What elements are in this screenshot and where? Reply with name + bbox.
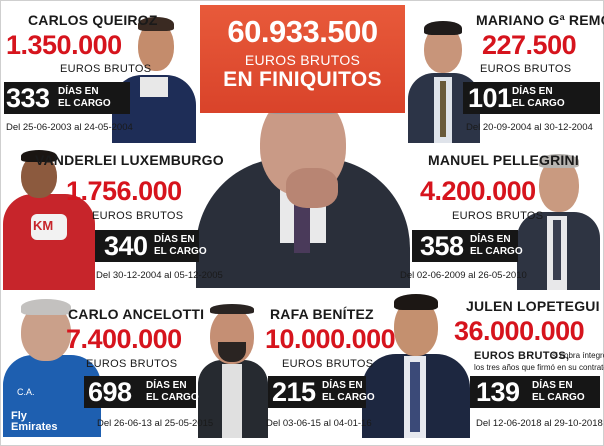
days-label-line1: DÍAS EN <box>58 86 99 97</box>
coach-name: CARLO ANCELOTTI <box>68 306 205 322</box>
days-label-line2: EL CARGO <box>512 98 565 109</box>
total-amount: 60.933.500 <box>227 14 378 49</box>
days-label: DÍAS EN EL CARGO <box>470 234 523 258</box>
coach-amount: 7.400.000 <box>66 324 182 354</box>
coach-name: VANDERLEI LUXEMBURGO <box>35 152 224 168</box>
coach-dates: Del 02-06-2009 al 26-05-2010 <box>400 270 527 281</box>
days-label-line1: DÍAS EN <box>512 86 553 97</box>
days-label-line1: DÍAS EN <box>470 234 511 245</box>
note-line1: si cobra íntegros <box>552 351 604 360</box>
days-bar <box>412 230 518 262</box>
coach-name: MANUEL PELLEGRINI <box>428 152 579 168</box>
coach-unit: EUROS BRUTOS <box>480 63 572 75</box>
coach-name: MARIANO Gª REMÓN <box>476 12 604 28</box>
days-label-line1: DÍAS EN <box>532 380 573 391</box>
coach-dates: Del 20-09-2004 al 30-12-2004 <box>466 122 593 133</box>
coach-name: JULEN LOPETEGUI <box>466 298 600 314</box>
coach-dates: Del 25-06-2003 al 24-05-2004 <box>6 122 133 133</box>
coach-amount: 4.200.000 <box>420 176 536 206</box>
coach-dates: Del 26-06-13 al 25-05-2015 <box>97 418 214 429</box>
coach-name: CARLOS QUEIROZ <box>28 12 158 28</box>
days-bar <box>470 376 600 408</box>
coach-unit: EUROS BRUTOS <box>60 63 152 75</box>
days-label: DÍAS EN EL CARGO <box>146 380 199 404</box>
coach-unit: EUROS BRUTOS, <box>474 350 570 362</box>
days-bar <box>4 82 130 114</box>
days-label-line2: EL CARGO <box>154 246 207 257</box>
coach-amount: 1.756.000 <box>66 176 182 206</box>
days-label-line2: EL CARGO <box>146 392 199 403</box>
coach-dates: Del 03-06-15 al 04-01-16 <box>266 418 372 429</box>
coach-days: 333 <box>6 83 50 113</box>
coach-days: 139 <box>476 377 520 407</box>
coach-amount: 36.000.000 <box>454 316 585 346</box>
coach-unit: EUROS BRUTOS <box>452 210 544 222</box>
days-label-line1: DÍAS EN <box>154 234 195 245</box>
photo-pellegrini <box>517 150 600 290</box>
coach-days: 340 <box>104 231 148 261</box>
coach-dates: Del 12-06-2018 al 29-10-2018 <box>476 418 603 429</box>
days-label-line1: DÍAS EN <box>146 380 187 391</box>
total-headline: EN FINIQUITOS <box>223 68 382 91</box>
total-unit: EUROS BRUTOS <box>244 52 361 68</box>
coach-days: 215 <box>272 377 316 407</box>
shirt-initials: C.A. <box>17 387 35 397</box>
days-bar <box>268 376 366 408</box>
center-banner <box>200 5 405 113</box>
coach-amount: 10.000.000 <box>265 324 396 354</box>
coach-note: si cobra íntegros <box>552 351 604 361</box>
note-line2: los tres años que firmó en su contrato <box>474 363 604 372</box>
coach-unit: EUROS BRUTOS <box>86 358 178 370</box>
days-label-line2: EL CARGO <box>532 392 585 403</box>
days-label: DÍAS EN EL CARGO <box>154 234 207 258</box>
days-bar <box>95 230 199 262</box>
days-bar <box>84 376 196 408</box>
coach-name: RAFA BENÍTEZ <box>270 306 374 322</box>
shirt-text: KM <box>33 218 54 233</box>
coach-amount: 227.500 <box>482 30 577 60</box>
days-label-line2: EL CARGO <box>470 246 523 257</box>
coach-dates: Del 30-12-2004 al 05-12-2005 <box>96 270 223 281</box>
coach-days: 698 <box>88 377 132 407</box>
photo-luxemburgo: KM <box>3 148 95 290</box>
photo-benitez <box>198 298 268 438</box>
coach-note: los tres años que firmó en su contrato <box>474 363 604 373</box>
coach-unit: EUROS BRUTOS <box>92 210 184 222</box>
coach-unit: EUROS BRUTOS <box>282 358 374 370</box>
days-bar <box>463 82 600 114</box>
coach-days: 358 <box>420 231 464 261</box>
coach-amount: 1.350.000 <box>6 30 122 60</box>
days-label: DÍAS EN EL CARGO <box>322 380 375 404</box>
days-label-line1: DÍAS EN <box>322 380 363 391</box>
days-label: DÍAS EN EL CARGO <box>58 86 111 110</box>
photo-lopetegui <box>362 290 470 438</box>
days-label-line2: EL CARGO <box>322 392 375 403</box>
coach-days: 101 <box>468 83 512 113</box>
days-label: DÍAS EN EL CARGO <box>532 380 585 404</box>
shirt-sponsor: Fly Emirates <box>11 410 58 433</box>
center-photo-florentino <box>196 88 410 288</box>
days-label-line2: EL CARGO <box>58 98 111 109</box>
days-label: DÍAS EN EL CARGO <box>512 86 565 110</box>
